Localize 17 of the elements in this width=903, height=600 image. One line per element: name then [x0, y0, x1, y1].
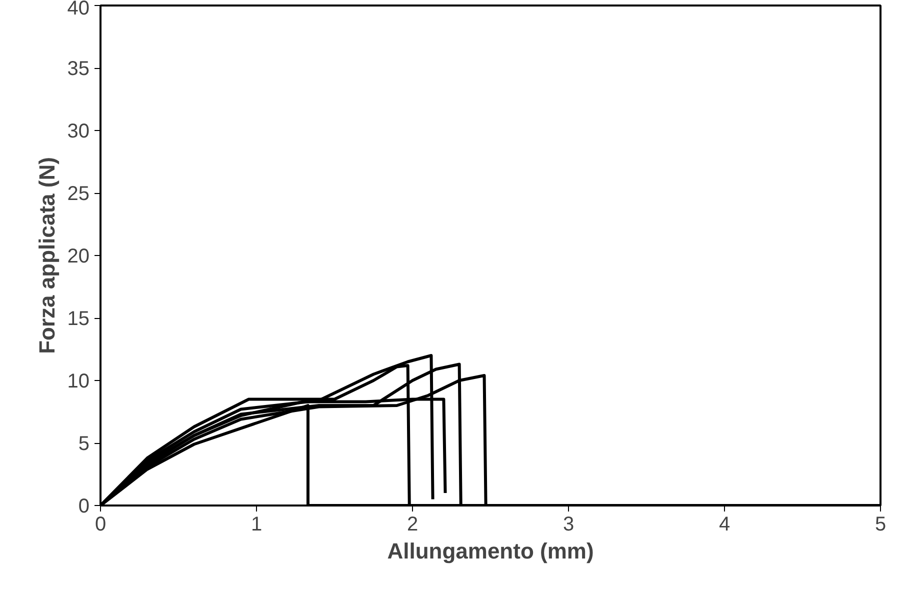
y-tick-label: 5: [78, 433, 90, 455]
x-tick-label: 4: [718, 514, 730, 536]
y-tick-label: 40: [67, 0, 90, 20]
y-tick-label: 0: [78, 496, 90, 518]
x-tick-label: 1: [250, 514, 262, 536]
y-tick-label: 15: [67, 308, 90, 330]
y-tick-label: 35: [67, 58, 90, 80]
x-tick-label: 5: [874, 514, 886, 536]
x-tick-label: 0: [94, 514, 106, 536]
y-tick-label: 25: [67, 183, 90, 205]
x-axis-title: Allungamento (mm): [387, 538, 594, 564]
y-tick-label: 10: [67, 370, 90, 392]
y-tick-label: 30: [67, 120, 90, 142]
y-axis-title: Forza applicata (N): [34, 157, 60, 354]
x-tick-label: 3: [562, 514, 574, 536]
y-tick-label: 20: [67, 246, 90, 268]
x-tick-label: 2: [406, 514, 418, 536]
